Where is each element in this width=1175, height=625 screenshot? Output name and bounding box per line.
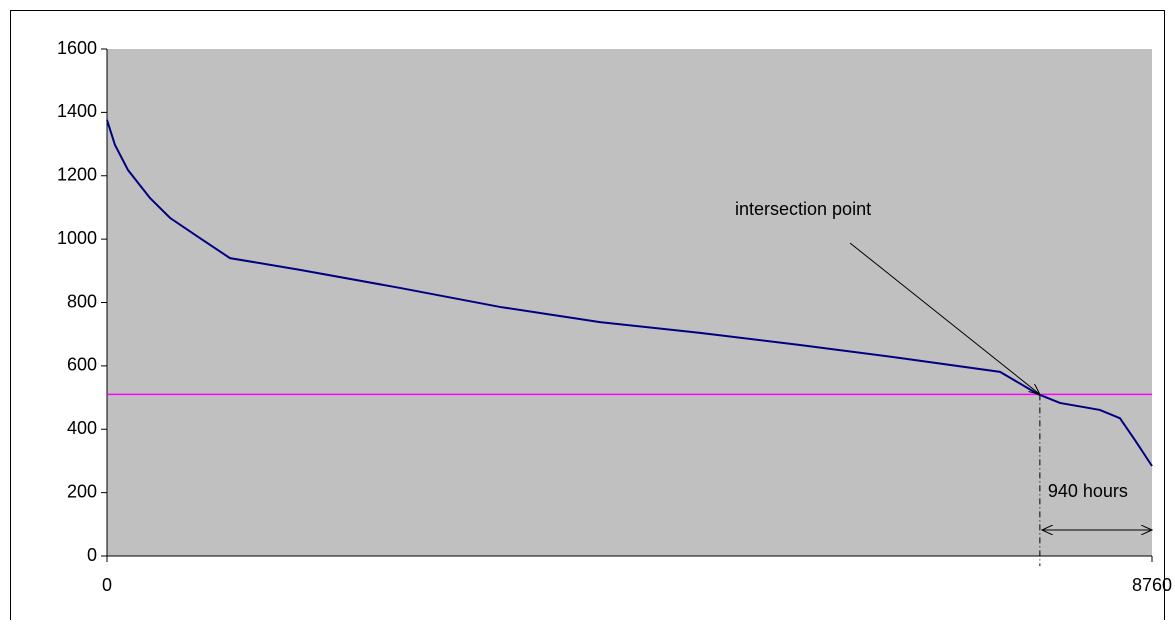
y-tick-label: 1400 — [57, 101, 97, 121]
y-tick-label: 400 — [67, 418, 97, 438]
x-tick-label: 0 — [102, 575, 112, 595]
y-tick-label: 1200 — [57, 165, 97, 185]
load-curve — [106, 119, 1153, 467]
y-tick-label: 1000 — [57, 228, 97, 248]
annotation: 940 hours — [1048, 481, 1128, 501]
y-tick-label: 200 — [67, 481, 97, 501]
annotation: intersection point — [735, 199, 871, 219]
y-tick-label: 800 — [67, 291, 97, 311]
chart-frame — [10, 10, 1165, 625]
y-tick-label: 0 — [87, 545, 97, 565]
plot-area — [107, 49, 1152, 556]
intersection-arrow — [849, 242, 1040, 394]
y-tick-label: 600 — [67, 355, 97, 375]
y-tick-label: 1600 — [57, 38, 97, 58]
x-tick-label: 8760 — [1132, 575, 1172, 595]
